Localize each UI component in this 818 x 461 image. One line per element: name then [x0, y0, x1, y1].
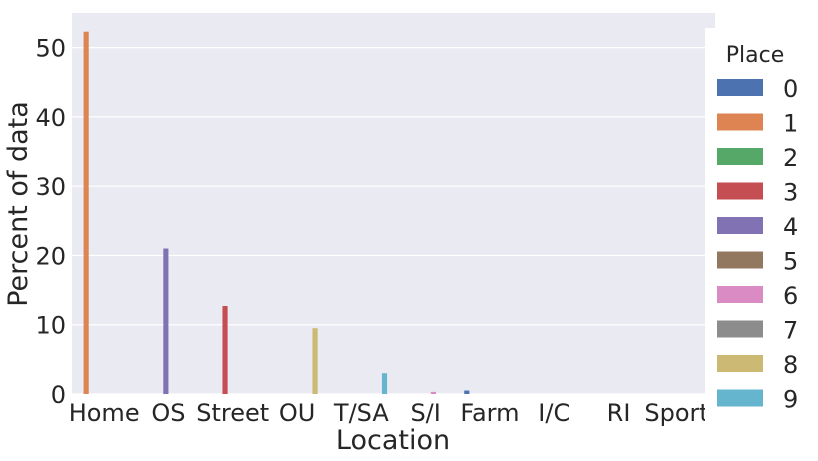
y-tick-label: 20 [35, 242, 66, 270]
bar-street-place-3 [222, 306, 228, 394]
legend-label: 2 [783, 144, 798, 172]
bar-home-place-1 [83, 31, 89, 394]
legend-label: 9 [783, 386, 798, 414]
bar-t-sa-place-9 [381, 373, 388, 394]
x-tick-label: Home [69, 399, 140, 427]
legend-swatch [717, 389, 763, 407]
y-tick-label: 30 [35, 173, 66, 201]
legend-items: 0 1 2 3 4 5 6 7 8 9 [717, 75, 798, 414]
y-axis-title: Percent of data [3, 101, 34, 307]
x-tick-label: Farm [460, 399, 519, 427]
x-tick-label: OS [151, 399, 185, 427]
bar-ou-place-8 [312, 328, 318, 394]
y-tick-label: 50 [35, 35, 66, 63]
bar-farm-place-0 [464, 390, 470, 394]
x-axis-title: Location [336, 425, 450, 456]
legend: Place 0 1 2 3 4 5 6 7 8 9 [705, 28, 818, 426]
legend-title: Place [726, 43, 785, 68]
bar-s-i-place-6 [430, 391, 436, 394]
legend-swatch [717, 355, 763, 372]
gridlines [72, 47, 715, 395]
legend-swatch [717, 286, 763, 303]
y-tick-label: 0 [51, 381, 66, 409]
x-tick-label: T/SA [333, 399, 389, 427]
legend-swatch [717, 182, 763, 200]
legend-label: 3 [783, 179, 798, 207]
x-tick-label: RI [607, 399, 631, 427]
y-tick-labels: 0 10 20 30 40 50 [35, 35, 66, 409]
bars [83, 31, 470, 394]
y-tick-label: 40 [35, 104, 66, 132]
x-tick-labels: Home OS Street OU T/SA S/I Farm I/C RI Sports [69, 399, 722, 427]
legend-label: 4 [783, 213, 798, 241]
plot-background [72, 13, 715, 394]
legend-label: 8 [783, 351, 798, 379]
legend-swatch [717, 320, 763, 338]
x-tick-label: OU [279, 399, 315, 427]
legend-label: 7 [783, 317, 798, 345]
legend-swatch [717, 113, 763, 131]
legend-label: 5 [783, 248, 798, 276]
legend-swatch [717, 251, 763, 269]
x-tick-label: Street [196, 399, 269, 427]
legend-label: 1 [783, 110, 798, 138]
legend-swatch [717, 148, 763, 165]
legend-swatch [717, 79, 763, 96]
x-tick-label: S/I [410, 399, 440, 427]
legend-label: 0 [783, 75, 798, 103]
y-tick-label: 10 [35, 312, 66, 340]
bar-os-place-4 [163, 248, 169, 394]
x-tick-label: I/C [538, 399, 570, 427]
legend-label: 6 [783, 282, 798, 310]
legend-swatch [717, 217, 763, 234]
